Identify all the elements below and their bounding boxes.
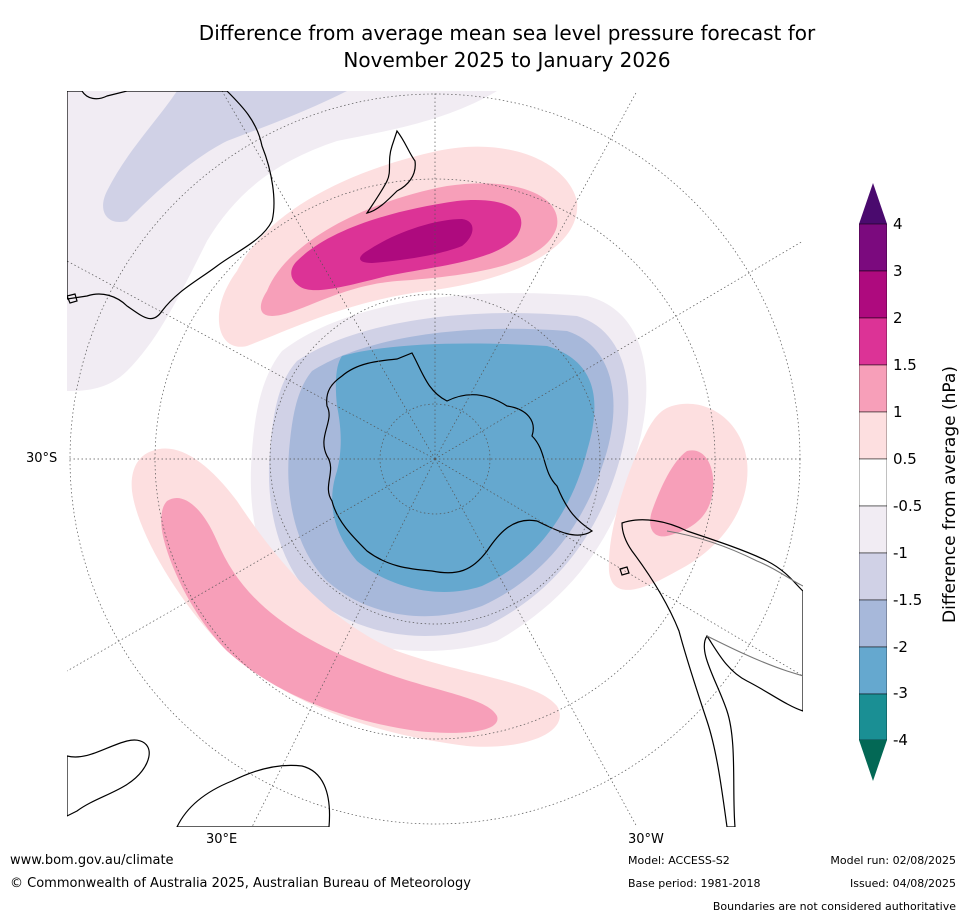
antarctic-low-3 <box>332 343 595 592</box>
footer-url[interactable]: www.bom.gov.au/climate <box>10 853 174 868</box>
colorbar-band-2-1.5 <box>859 317 887 366</box>
falkland-islands <box>619 566 630 576</box>
colorbar-tick: 3 <box>893 262 903 280</box>
colorbar-label: Difference from average (hPa) <box>940 366 960 623</box>
colorbar-band-1-0.5 <box>859 411 887 460</box>
colorbar-tick: 0.5 <box>893 450 917 468</box>
title-line-2: November 2025 to January 2026 <box>343 48 671 72</box>
lon-label-30w: 30°W <box>628 832 664 847</box>
colorbar-band--0.5--1 <box>859 505 887 554</box>
colorbar-tick: -2 <box>893 638 908 656</box>
colorbar-tick: 1.5 <box>893 356 917 374</box>
colorbar-band-0.5--0.5 <box>859 458 887 507</box>
footer-model: Model: ACCESS-S2 <box>628 854 730 867</box>
nz-high-2 <box>360 219 473 263</box>
madagascar-africa-coast <box>176 764 331 827</box>
title-line-1: Difference from average mean sea level p… <box>198 21 816 45</box>
colorbar <box>859 183 887 781</box>
colorbar-tick: -4 <box>893 731 908 749</box>
colorbar-tick: 1 <box>893 403 903 421</box>
colorbar-top-arrow <box>859 183 887 224</box>
colorbar-band--1--1.5 <box>859 552 887 601</box>
footer-disclaimer: Boundaries are not considered authoritat… <box>712 900 956 913</box>
footer-model-run: Model run: 02/08/2025 <box>830 854 956 867</box>
footer-issued: Issued: 04/08/2025 <box>849 877 956 890</box>
indian-high-0.5 <box>131 448 560 747</box>
colorbar-tick: -1 <box>893 544 908 562</box>
colorbar-tick: -3 <box>893 684 908 702</box>
chart-title: Difference from average mean sea level p… <box>0 20 965 74</box>
colorbar-tick: 4 <box>893 215 903 233</box>
footer-copyright: © Commonwealth of Australia 2025, Austra… <box>10 876 471 891</box>
latitude-circle-75s <box>379 403 491 515</box>
southern-africa-coast <box>67 739 150 817</box>
south-america-coast <box>621 519 803 827</box>
colorbar-band--1.5--2 <box>859 599 887 648</box>
map-svg <box>67 91 803 827</box>
colorbar-bottom-arrow <box>859 740 887 781</box>
tasmania-coast <box>67 293 78 304</box>
colorbar-band-1.5-1 <box>859 364 887 413</box>
new-zealand-coast <box>365 129 416 214</box>
south-america-borders <box>666 530 803 677</box>
indian-high-1 <box>161 497 498 733</box>
antarctica-coast <box>323 352 594 574</box>
colorbar-band--2--3 <box>859 646 887 695</box>
colorbar-tick: -0.5 <box>893 497 923 515</box>
atlantic-high-1 <box>650 450 714 537</box>
colorbar-tick: 2 <box>893 309 903 327</box>
meridian-lines <box>67 91 803 827</box>
lon-label-30e: 30°E <box>206 832 238 847</box>
pressure-anomaly-map <box>67 91 803 827</box>
lat-label-30s: 30°S <box>26 451 58 466</box>
colorbar-band-4-3 <box>859 223 887 272</box>
colorbar-band--3--4 <box>859 693 887 741</box>
colorbar-tick: -1.5 <box>893 591 923 609</box>
footer-base-period: Base period: 1981-2018 <box>628 877 761 890</box>
australia-coast <box>67 91 275 320</box>
colorbar-band-3-2 <box>859 270 887 319</box>
tasman-low-inner <box>103 91 347 222</box>
